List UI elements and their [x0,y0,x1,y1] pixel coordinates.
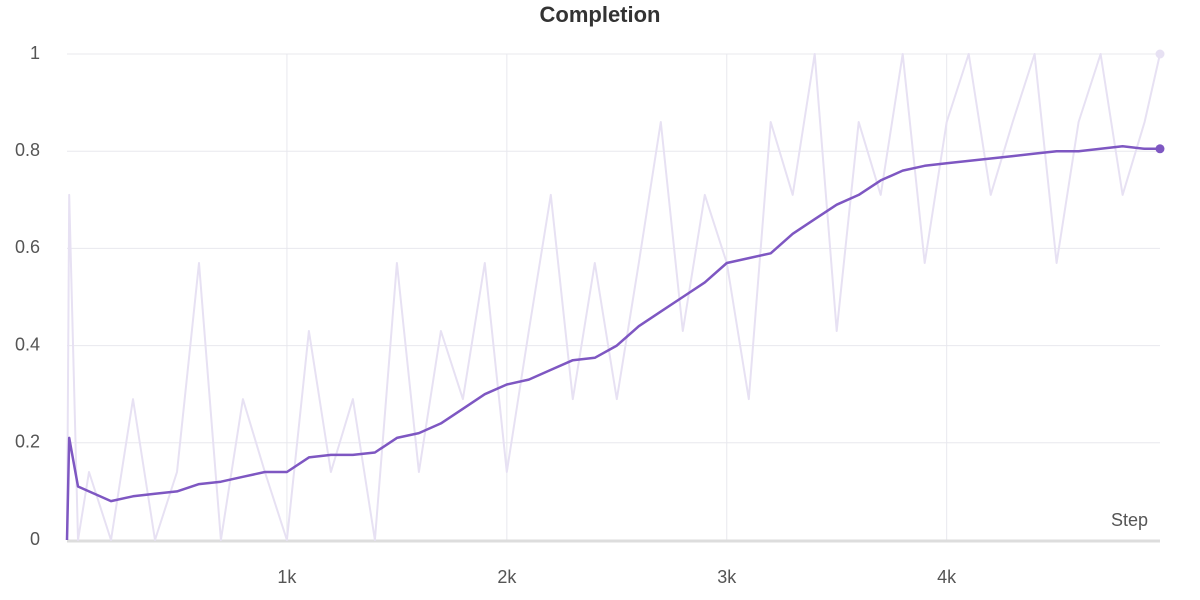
x-tick-label: 1k [277,567,297,587]
x-tick-label: 3k [717,567,737,587]
y-tick-label: 0 [30,529,40,549]
x-tick-label: 4k [937,567,957,587]
y-tick-label: 0.6 [15,237,40,257]
series-line [65,145,1160,541]
chart-title: Completion [540,2,661,27]
x-tick-label: 2k [497,567,517,587]
y-tick-label: 0.8 [15,140,40,160]
y-tick-label: 1 [30,43,40,63]
y-tick-label: 0.4 [15,334,40,354]
x-axis-label: Step [1111,510,1148,530]
series-line [66,53,1161,541]
end-marker [1155,144,1165,154]
end-marker [1155,49,1165,59]
y-tick-label: 0.2 [15,432,40,452]
